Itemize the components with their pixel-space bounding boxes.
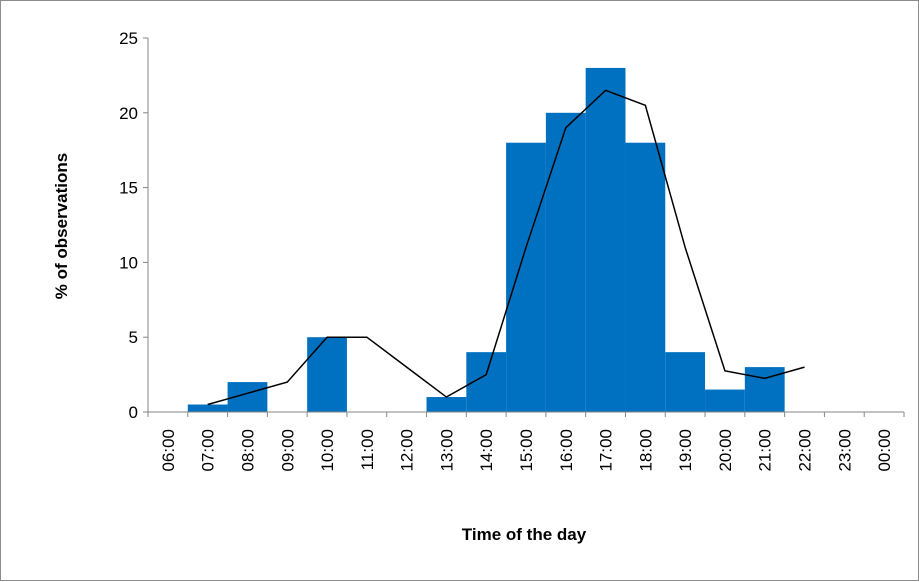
x-tick-label-09:00: 09:00 xyxy=(278,429,297,472)
x-axis-title: Time of the day xyxy=(462,525,587,544)
x-tick-label-00:00: 00:00 xyxy=(875,429,894,472)
bar-18:00 xyxy=(625,142,666,412)
y-tick-label-25: 25 xyxy=(119,29,138,48)
x-tick-label-16:00: 16:00 xyxy=(557,429,576,472)
bar-15:00 xyxy=(506,142,546,412)
x-tick-label-08:00: 08:00 xyxy=(238,429,257,472)
bar-19:00 xyxy=(665,352,706,412)
bar-10:00 xyxy=(307,337,347,412)
y-tick-label-0: 0 xyxy=(129,403,138,422)
bar-13:00 xyxy=(426,397,467,412)
x-tick-label-07:00: 07:00 xyxy=(199,429,218,472)
x-tick-label-12:00: 12:00 xyxy=(398,429,417,472)
x-tick-label-06:00: 06:00 xyxy=(159,429,178,472)
bar-20:00 xyxy=(705,389,745,412)
x-tick-label-13:00: 13:00 xyxy=(437,429,456,472)
x-tick-label-22:00: 22:00 xyxy=(796,429,815,472)
x-tick-label-10:00: 10:00 xyxy=(318,429,337,472)
bar-17:00 xyxy=(585,67,626,413)
x-tick-label-14:00: 14:00 xyxy=(477,429,496,472)
line-group xyxy=(207,89,805,406)
bar-16:00 xyxy=(545,112,586,413)
y-tick-label-5: 5 xyxy=(129,328,138,347)
axes-group: 0 5 10 15 20 25 06:00 07:00 08:00 09:00 10:00 11:00… xyxy=(119,29,905,472)
x-tick-label-19:00: 19:00 xyxy=(676,429,695,472)
y-tick-label-20: 20 xyxy=(119,104,138,123)
bar-07:00 xyxy=(187,404,228,412)
bars-group xyxy=(187,67,785,413)
x-tick-label-21:00: 21:00 xyxy=(756,429,775,472)
x-tick-label-11:00: 11:00 xyxy=(358,429,377,470)
y-axis-title: % of observations xyxy=(52,153,71,299)
y-tick-label-15: 15 xyxy=(119,179,138,198)
x-tick-label-18:00: 18:00 xyxy=(636,429,655,472)
x-tick-label-17:00: 17:00 xyxy=(597,429,616,472)
x-tick-label-23:00: 23:00 xyxy=(835,429,854,472)
trend-line xyxy=(207,89,805,406)
y-tick-label-10: 10 xyxy=(119,253,138,272)
x-tick-label-15:00: 15:00 xyxy=(517,429,536,472)
x-tick-label-20:00: 20:00 xyxy=(716,429,735,472)
